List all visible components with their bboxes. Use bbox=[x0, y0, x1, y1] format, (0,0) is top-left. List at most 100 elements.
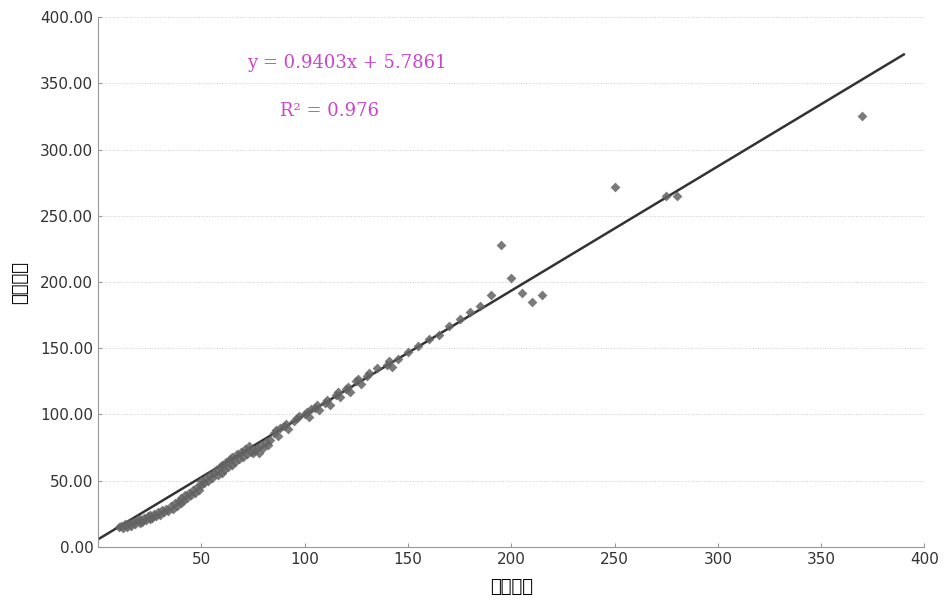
Point bbox=[322, 401, 337, 410]
Point bbox=[248, 446, 263, 455]
Point bbox=[320, 395, 335, 405]
Point bbox=[276, 421, 292, 431]
Point bbox=[225, 460, 240, 470]
Point bbox=[254, 440, 269, 450]
Point bbox=[463, 308, 478, 317]
X-axis label: 对照测値: 对照测値 bbox=[490, 578, 533, 596]
Point bbox=[157, 507, 172, 517]
Point bbox=[181, 488, 197, 498]
Point bbox=[252, 448, 267, 458]
Point bbox=[124, 521, 139, 531]
Text: y = 0.9403x + 5.7861: y = 0.9403x + 5.7861 bbox=[247, 54, 446, 72]
Point bbox=[351, 374, 366, 384]
Point bbox=[165, 504, 180, 514]
Point bbox=[229, 449, 244, 459]
Point bbox=[223, 455, 238, 464]
Point bbox=[185, 485, 200, 495]
Point bbox=[855, 112, 870, 121]
Point bbox=[204, 473, 219, 483]
Point bbox=[328, 390, 343, 399]
Text: R² = 0.976: R² = 0.976 bbox=[280, 102, 379, 120]
Point bbox=[150, 507, 165, 517]
Point bbox=[343, 387, 358, 397]
Point bbox=[233, 447, 248, 456]
Point bbox=[390, 354, 406, 364]
Point bbox=[370, 363, 385, 373]
Point bbox=[176, 496, 191, 506]
Point bbox=[167, 498, 182, 508]
Point bbox=[236, 452, 251, 462]
Point bbox=[493, 240, 508, 250]
Point bbox=[198, 473, 213, 483]
Point bbox=[132, 514, 147, 524]
Point bbox=[332, 392, 348, 402]
Point bbox=[421, 334, 436, 344]
Point bbox=[287, 416, 302, 426]
Point bbox=[318, 398, 333, 407]
Point bbox=[262, 435, 277, 444]
Point bbox=[142, 514, 158, 524]
Point bbox=[256, 443, 271, 452]
Point bbox=[266, 428, 281, 438]
Point bbox=[410, 341, 426, 350]
Point bbox=[118, 520, 133, 529]
Point bbox=[271, 431, 286, 441]
Point bbox=[297, 410, 313, 419]
Point bbox=[178, 490, 193, 500]
Point bbox=[113, 521, 128, 531]
Point bbox=[136, 513, 151, 523]
Point bbox=[384, 362, 399, 371]
Point bbox=[134, 517, 149, 527]
Point bbox=[431, 330, 446, 340]
Point bbox=[190, 483, 205, 492]
Point bbox=[122, 518, 137, 528]
Point bbox=[658, 191, 674, 201]
Point bbox=[115, 523, 130, 533]
Point bbox=[273, 423, 288, 433]
Point bbox=[303, 404, 318, 414]
Point bbox=[183, 490, 199, 500]
Point bbox=[120, 522, 135, 532]
Point bbox=[257, 438, 273, 447]
Point bbox=[215, 468, 230, 478]
Point bbox=[171, 496, 186, 506]
Point bbox=[210, 470, 225, 480]
Point bbox=[301, 412, 316, 422]
Point bbox=[401, 347, 416, 357]
Point bbox=[291, 411, 306, 421]
Point bbox=[338, 384, 353, 394]
Point bbox=[125, 517, 141, 527]
Point bbox=[268, 426, 283, 435]
Point bbox=[180, 493, 195, 503]
Point bbox=[524, 297, 540, 307]
Point bbox=[239, 449, 255, 459]
Point bbox=[238, 444, 253, 454]
Point bbox=[278, 419, 294, 429]
Point bbox=[442, 321, 457, 331]
Point bbox=[225, 452, 240, 462]
Point bbox=[141, 512, 156, 521]
Y-axis label: 考核测値: 考核测値 bbox=[11, 260, 29, 304]
Point bbox=[155, 505, 170, 515]
Point bbox=[243, 447, 258, 456]
Point bbox=[148, 512, 163, 521]
Point bbox=[250, 443, 265, 452]
Point bbox=[111, 522, 126, 532]
Point bbox=[504, 273, 519, 283]
Point bbox=[220, 463, 236, 472]
Point bbox=[607, 181, 622, 191]
Point bbox=[535, 290, 550, 300]
Point bbox=[173, 493, 188, 503]
Point bbox=[280, 424, 295, 434]
Point bbox=[146, 509, 162, 518]
Point bbox=[308, 403, 323, 413]
Point bbox=[142, 510, 158, 520]
Point bbox=[159, 504, 174, 514]
Point bbox=[382, 357, 397, 367]
Point bbox=[202, 470, 218, 480]
Point bbox=[353, 379, 369, 389]
Point bbox=[206, 468, 221, 478]
Point bbox=[208, 465, 223, 475]
Point bbox=[361, 368, 376, 378]
Point bbox=[161, 506, 176, 516]
